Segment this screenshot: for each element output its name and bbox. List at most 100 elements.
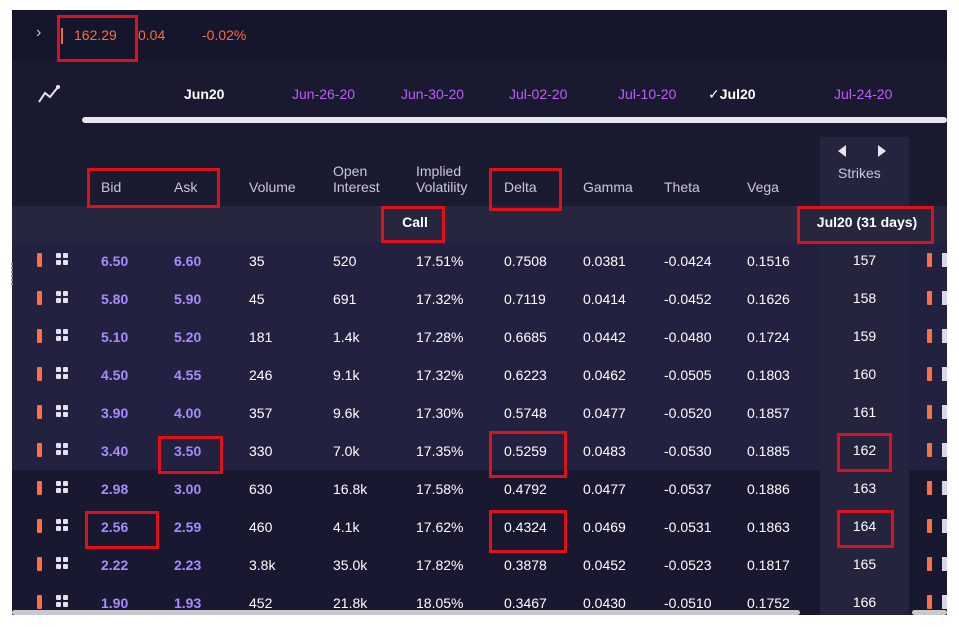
grid-menu-icon[interactable] bbox=[56, 329, 70, 343]
put-grid-menu-icon[interactable] bbox=[942, 405, 947, 419]
cell-iv: 17.32% bbox=[416, 367, 464, 383]
cell-ask[interactable]: 4.00 bbox=[174, 405, 202, 421]
put-grid-menu-icon[interactable] bbox=[942, 557, 947, 571]
expand-chevron-icon[interactable]: › bbox=[36, 24, 42, 41]
cell-oi: 520 bbox=[333, 253, 357, 269]
cell-delta: 0.7119 bbox=[504, 291, 546, 307]
cell-bid[interactable]: 2.98 bbox=[101, 481, 129, 497]
cell-ask[interactable]: 4.55 bbox=[174, 367, 202, 383]
column-ask[interactable]: Ask bbox=[174, 179, 198, 195]
tab-expiry-jul-24-20[interactable]: Jul-24-20 bbox=[834, 86, 893, 102]
column-open-interest-line2[interactable]: Interest bbox=[333, 179, 380, 195]
cell-ask[interactable]: 5.20 bbox=[174, 329, 202, 345]
strike-nav-arrows-icon[interactable] bbox=[838, 145, 898, 157]
tab-expiry-jun-26-20[interactable]: Jun-26-20 bbox=[292, 86, 356, 102]
table-row[interactable]: 3.90 4.00 357 9.6k 17.30% 0.5748 0.0477 -0.0520… bbox=[12, 394, 947, 432]
column-vega[interactable]: Vega bbox=[747, 179, 779, 195]
table-row[interactable]: 5.80 5.90 45 691 17.32% 0.7119 0.0414 -0.0452 0.… bbox=[12, 280, 947, 318]
column-theta[interactable]: Theta bbox=[664, 179, 700, 195]
cell-bid[interactable]: 5.10 bbox=[101, 329, 129, 345]
expiry-days-label: Jul20 (31 days) bbox=[816, 214, 918, 230]
cell-bid[interactable]: 2.22 bbox=[101, 557, 129, 573]
tab-expiry-jul20-selected[interactable]: ✓Jul20 bbox=[708, 86, 756, 102]
cell-delta: 0.6223 bbox=[504, 367, 547, 383]
put-grid-menu-icon[interactable] bbox=[942, 329, 947, 343]
cell-theta: -0.0452 bbox=[664, 291, 712, 307]
grid-menu-icon[interactable] bbox=[56, 443, 70, 457]
column-implied-volatility-line2[interactable]: Volatility bbox=[416, 179, 468, 195]
put-grid-menu-icon[interactable] bbox=[942, 367, 947, 381]
table-row[interactable]: 4.50 4.55 246 9.1k 17.32% 0.6223 0.0462 -0.0505… bbox=[12, 356, 947, 394]
cell-volume: 330 bbox=[249, 443, 273, 459]
put-grid-menu-icon[interactable] bbox=[942, 291, 947, 305]
highlight-ask-350 bbox=[158, 436, 223, 474]
cell-bid[interactable]: 6.50 bbox=[101, 253, 129, 269]
cell-oi: 9.6k bbox=[333, 405, 360, 421]
table-row[interactable]: 1.90 1.93 452 21.8k 18.05% 0.3467 0.0430 -0.051… bbox=[12, 584, 947, 615]
column-implied-volatility-line1[interactable]: Implied bbox=[416, 163, 462, 179]
cell-bid[interactable]: 4.50 bbox=[101, 367, 129, 383]
column-bid[interactable]: Bid bbox=[101, 179, 122, 195]
grid-menu-icon[interactable] bbox=[56, 557, 70, 571]
grid-menu-icon[interactable] bbox=[56, 595, 70, 609]
table-row[interactable]: 2.22 2.23 3.8k 35.0k 17.82% 0.3878 0.0452 -0.05… bbox=[12, 546, 947, 584]
column-open-interest-line1[interactable]: Open bbox=[333, 163, 368, 179]
table-row[interactable]: 5.10 5.20 181 1.4k 17.28% 0.6685 0.0442 -0.0480… bbox=[12, 318, 947, 356]
tab-expiry-jul-02-20[interactable]: Jul-02-20 bbox=[509, 86, 568, 102]
put-grid-menu-icon[interactable] bbox=[942, 481, 947, 495]
column-gamma[interactable]: Gamma bbox=[583, 179, 633, 195]
call-side-label: Call bbox=[402, 214, 428, 230]
column-strikes[interactable]: Strikes bbox=[838, 165, 881, 181]
cell-bid[interactable]: 3.90 bbox=[101, 405, 129, 421]
put-grid-menu-icon[interactable] bbox=[942, 595, 947, 609]
highlight-strike-164 bbox=[837, 510, 894, 548]
position-marker-icon bbox=[37, 291, 42, 305]
cell-volume: 3.8k bbox=[249, 557, 276, 573]
position-marker-icon bbox=[37, 329, 42, 343]
grid-menu-icon[interactable] bbox=[56, 405, 70, 419]
tab-expiry-jun-30-20[interactable]: Jun-30-20 bbox=[401, 86, 465, 102]
grid-menu-icon[interactable] bbox=[56, 367, 70, 381]
cell-ask[interactable]: 2.59 bbox=[174, 519, 202, 535]
tab-expiry-jul-10-20[interactable]: Jul-10-20 bbox=[618, 86, 677, 102]
cell-ask[interactable]: 6.60 bbox=[174, 253, 202, 269]
table-row[interactable]: 6.50 6.60 35 520 17.51% 0.7508 0.0381 -0.0424 0.… bbox=[12, 242, 947, 280]
put-position-marker-icon bbox=[927, 367, 932, 381]
put-position-marker-icon bbox=[927, 405, 932, 419]
cell-gamma: 0.0477 bbox=[583, 481, 626, 497]
cell-gamma: 0.0442 bbox=[583, 329, 626, 345]
cell-ask[interactable]: 5.90 bbox=[174, 291, 202, 307]
cell-vega: 0.1752 bbox=[747, 595, 790, 611]
column-volume[interactable]: Volume bbox=[249, 179, 296, 195]
cell-gamma: 0.0477 bbox=[583, 405, 626, 421]
position-marker-icon bbox=[37, 557, 42, 571]
tab-expiry-jun20[interactable]: Jun20 bbox=[184, 86, 225, 102]
column-delta[interactable]: Delta bbox=[504, 179, 537, 195]
horizontal-scrollbar-right[interactable] bbox=[912, 610, 947, 615]
chart-line-icon[interactable] bbox=[38, 84, 60, 104]
resize-grip[interactable] bbox=[11, 263, 13, 285]
grid-menu-icon[interactable] bbox=[56, 291, 70, 305]
cell-delta: 0.5259 bbox=[504, 443, 547, 459]
cell-ask[interactable]: 2.23 bbox=[174, 557, 202, 573]
cell-ask[interactable]: 3.00 bbox=[174, 481, 202, 497]
cell-bid[interactable]: 2.56 bbox=[101, 519, 129, 535]
table-row[interactable]: 2.98 3.00 630 16.8k 17.58% 0.4792 0.0477 -0.053… bbox=[12, 470, 947, 508]
grid-menu-icon[interactable] bbox=[56, 519, 70, 533]
cell-delta: 0.3467 bbox=[504, 595, 547, 611]
cell-bid[interactable]: 3.40 bbox=[101, 443, 129, 459]
table-row[interactable]: 2.56 2.59 460 4.1k 17.62% 0.4324 0.0469 -0.0531… bbox=[12, 508, 947, 546]
cell-strike: 157 bbox=[820, 242, 909, 280]
cell-ask[interactable]: 3.50 bbox=[174, 443, 202, 459]
table-row[interactable]: 3.40 3.50 330 7.0k 17.35% 0.5259 0.0483 -0.0530… bbox=[12, 432, 947, 470]
put-grid-menu-icon[interactable] bbox=[942, 519, 947, 533]
grid-menu-icon[interactable] bbox=[56, 253, 70, 267]
expiry-scrollbar-thumb[interactable] bbox=[82, 117, 947, 123]
horizontal-scrollbar[interactable] bbox=[12, 610, 800, 615]
cell-bid[interactable]: 1.90 bbox=[101, 595, 129, 611]
cell-bid[interactable]: 5.80 bbox=[101, 291, 129, 307]
put-grid-menu-icon[interactable] bbox=[942, 253, 947, 267]
cell-ask[interactable]: 1.93 bbox=[174, 595, 202, 611]
put-grid-menu-icon[interactable] bbox=[942, 443, 947, 457]
grid-menu-icon[interactable] bbox=[56, 481, 70, 495]
